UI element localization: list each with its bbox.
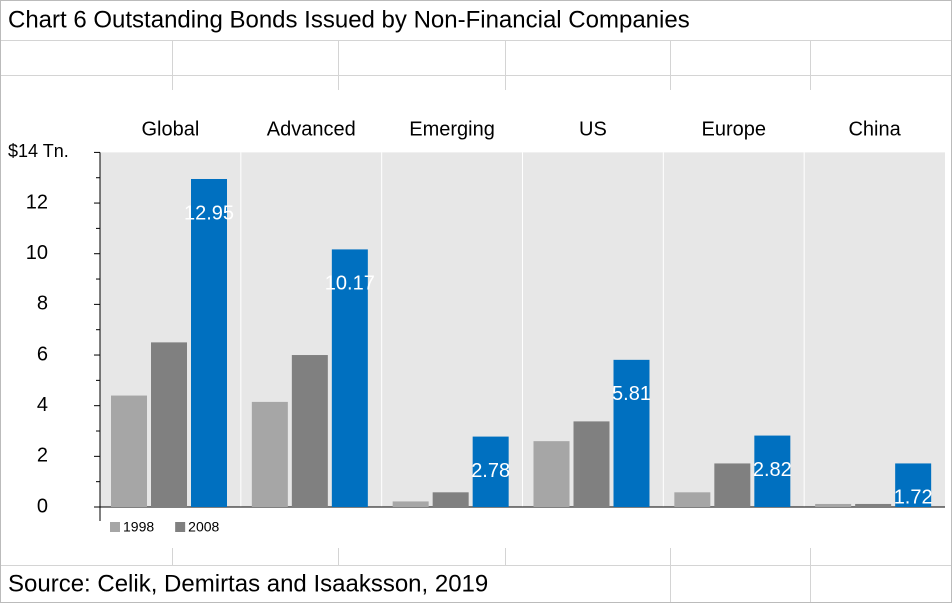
bar	[613, 359, 650, 507]
legend-swatch	[175, 522, 186, 532]
bar	[815, 503, 852, 507]
data-label: 1.72	[894, 487, 933, 509]
bar	[111, 395, 147, 507]
bar	[331, 249, 368, 507]
category-label: US	[579, 118, 607, 140]
y-tick-label: 4	[37, 394, 48, 416]
bar	[392, 501, 429, 507]
category-label: Emerging	[409, 118, 495, 140]
bar	[291, 355, 328, 507]
source-note: Source: Celik, Demirtas and Isaaksson, 2…	[8, 570, 488, 597]
bar	[432, 492, 469, 507]
bar	[754, 435, 791, 507]
bar	[251, 401, 288, 507]
bar	[573, 421, 610, 507]
y-tick-label: 10	[26, 242, 48, 264]
bar	[674, 492, 711, 507]
y-tick-label: $14 Tn.	[8, 141, 69, 161]
legend-label: 1998	[123, 519, 154, 535]
y-tick-label: 12	[26, 191, 48, 213]
category-label: Global	[142, 118, 200, 140]
data-label: 5.81	[612, 383, 651, 405]
data-label: 2.78	[471, 460, 510, 482]
bar	[533, 441, 570, 507]
bar	[191, 178, 227, 507]
category-label: Advanced	[267, 118, 356, 140]
data-label: 2.82	[753, 459, 792, 481]
chart: 0 2 4 6 8 10 12 $14 Tn. Global 12.95 Advanced 10.17…	[8, 118, 945, 535]
bar	[895, 463, 932, 507]
bar	[855, 503, 892, 507]
legend-swatch	[110, 522, 120, 532]
y-tick-label: 6	[37, 343, 48, 365]
category-label: Europe	[702, 118, 767, 140]
y-tick-label: 2	[37, 445, 48, 467]
bar	[714, 463, 751, 507]
bar	[472, 436, 509, 507]
bar	[151, 342, 187, 507]
chart-title: Chart 6 Outstanding Bonds Issued by Non-…	[8, 6, 690, 33]
category-label: China	[848, 118, 901, 140]
legend-label: 2008	[188, 519, 219, 535]
y-tick-label: 0	[37, 495, 48, 517]
data-label: 12.95	[184, 202, 234, 224]
y-tick-label: 8	[37, 293, 48, 315]
data-label: 10.17	[325, 273, 375, 295]
